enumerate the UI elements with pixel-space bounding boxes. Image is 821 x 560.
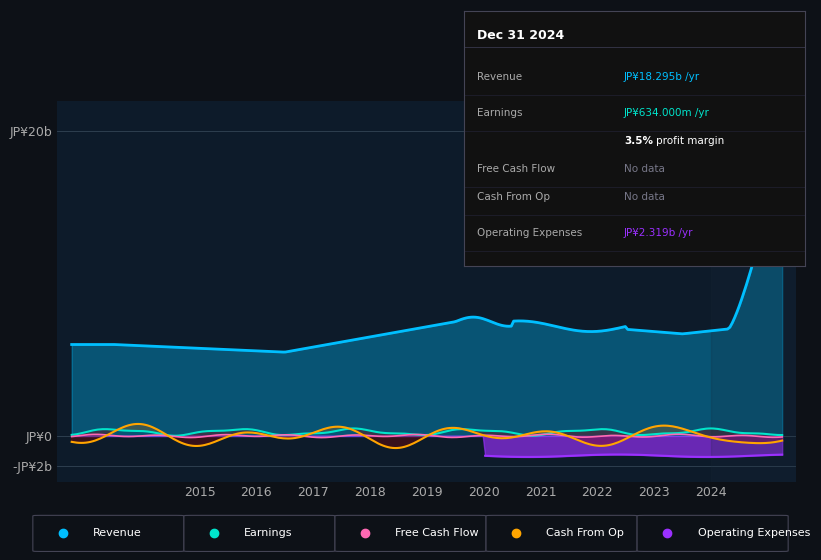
FancyBboxPatch shape: [33, 515, 184, 552]
Text: 3.5%: 3.5%: [624, 136, 653, 146]
Text: Revenue: Revenue: [478, 72, 523, 82]
Text: Revenue: Revenue: [94, 529, 142, 538]
Text: Earnings: Earnings: [245, 529, 293, 538]
Text: No data: No data: [624, 192, 665, 202]
Text: Cash From Op: Cash From Op: [478, 192, 551, 202]
Text: Free Cash Flow: Free Cash Flow: [396, 529, 479, 538]
Text: Operating Expenses: Operating Expenses: [698, 529, 810, 538]
FancyBboxPatch shape: [335, 515, 486, 552]
Text: No data: No data: [624, 164, 665, 174]
Text: Dec 31 2024: Dec 31 2024: [478, 29, 565, 42]
FancyBboxPatch shape: [184, 515, 335, 552]
Text: Operating Expenses: Operating Expenses: [478, 228, 583, 238]
Text: Cash From Op: Cash From Op: [547, 529, 624, 538]
Text: JP¥634.000m /yr: JP¥634.000m /yr: [624, 108, 710, 118]
Text: Free Cash Flow: Free Cash Flow: [478, 164, 556, 174]
Bar: [711, 101, 796, 482]
Text: profit margin: profit margin: [656, 136, 725, 146]
Text: Earnings: Earnings: [478, 108, 523, 118]
FancyBboxPatch shape: [637, 515, 788, 552]
Text: JP¥18.295b /yr: JP¥18.295b /yr: [624, 72, 700, 82]
FancyBboxPatch shape: [486, 515, 637, 552]
Text: JP¥2.319b /yr: JP¥2.319b /yr: [624, 228, 694, 238]
